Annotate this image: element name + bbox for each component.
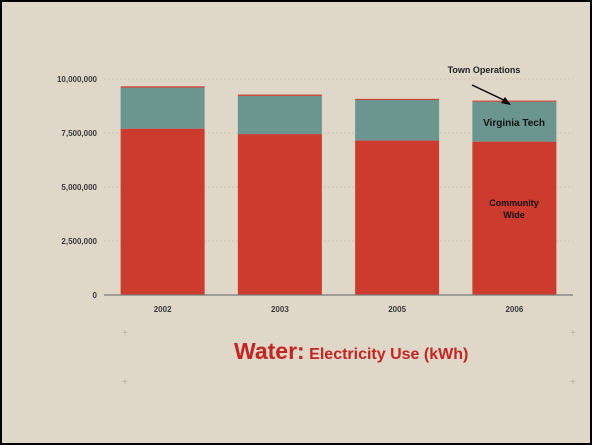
bar-segment [120,86,205,88]
y-tick-label: 10,000,000 [57,75,98,84]
slide-caption: Water: Electricity Use (kWh) [234,338,468,365]
annotation-virginia-tech: Virginia Tech [483,118,545,129]
bar-segment [120,128,205,295]
bar-segment [472,101,557,142]
bar-segment [472,141,557,295]
caption-electricity-use: Electricity Use (kWh) [309,346,469,363]
decorative-plus-mark: + [570,377,576,388]
y-tick-labels: 0 2,500,000 5,000,000 7,500,000 10,000,000 [57,75,98,300]
annotation-community-wide-line2: Wide [503,210,524,220]
decorative-plus-mark: + [570,328,576,339]
bar-segment [237,95,322,135]
bar-segment [237,134,322,295]
x-tick-label: 2006 [505,305,523,314]
caption-water: Water: [234,338,305,364]
y-tick-label: 0 [93,291,98,300]
bar-segment [355,98,440,100]
y-tick-label: 7,500,000 [61,129,97,138]
x-tick-label: 2005 [388,305,406,314]
bars [120,86,557,295]
annotation-town-operations: Town Operations [448,65,521,75]
decorative-plus-mark: + [122,328,128,339]
x-tick-label: 2003 [271,305,289,314]
bar-segment [120,87,205,129]
bar-segment [355,99,440,141]
x-tick-labels: 2002 2003 2005 2006 [154,305,524,314]
decorative-plus-mark: + [122,377,128,388]
annotation-arrow-line [471,84,509,103]
bar-segment [355,140,440,295]
bar-segment [237,94,322,96]
annotation-community-wide-line1: Community [489,198,539,208]
bar-segment [472,100,557,102]
y-tick-label: 2,500,000 [61,237,97,246]
x-tick-label: 2002 [154,305,172,314]
annotation-arrow-head [501,97,511,105]
y-tick-label: 5,000,000 [61,183,97,192]
